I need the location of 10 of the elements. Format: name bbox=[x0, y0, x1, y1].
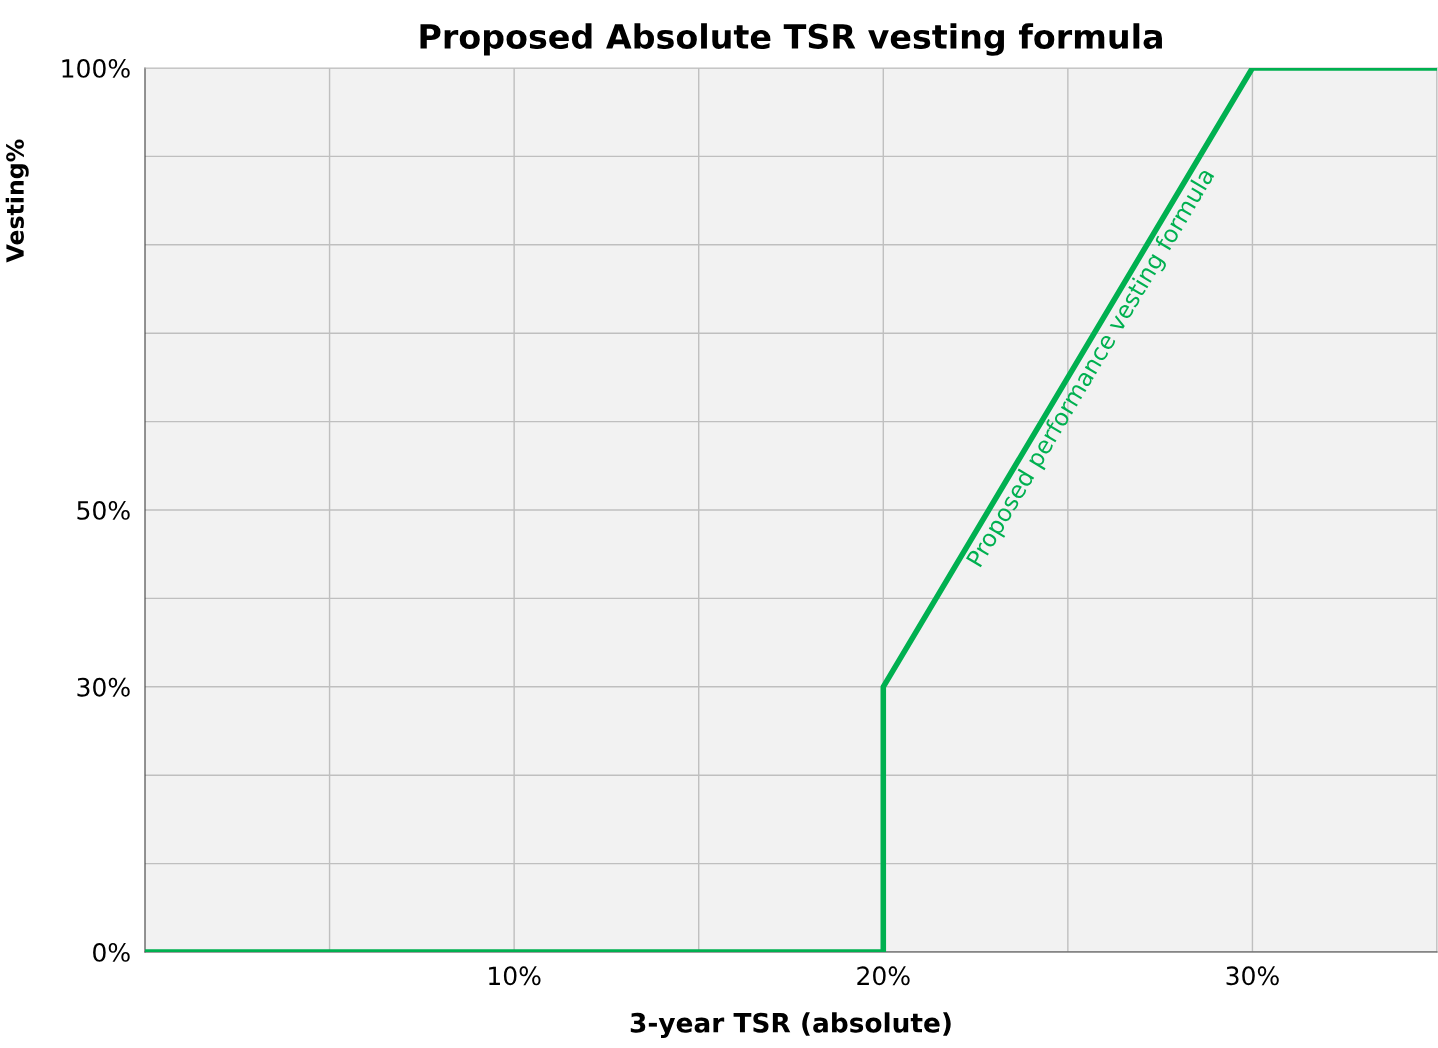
chart-title: Proposed Absolute TSR vesting formula bbox=[420, 23, 1162, 56]
x-tick-label: 30% bbox=[1226, 966, 1279, 986]
y-tick-label: 100% bbox=[62, 58, 130, 78]
y-tick-label: 30% bbox=[77, 677, 130, 697]
y-axis-title: Vesting% bbox=[5, 139, 29, 263]
y-tick-label: 0% bbox=[93, 942, 130, 962]
x-tick-label: 10% bbox=[489, 966, 541, 986]
x-axis-title: 3-year TSR (absolute) bbox=[630, 1012, 951, 1039]
x-tick-label: 20% bbox=[857, 966, 910, 986]
y-tick-label: 50% bbox=[77, 500, 130, 520]
